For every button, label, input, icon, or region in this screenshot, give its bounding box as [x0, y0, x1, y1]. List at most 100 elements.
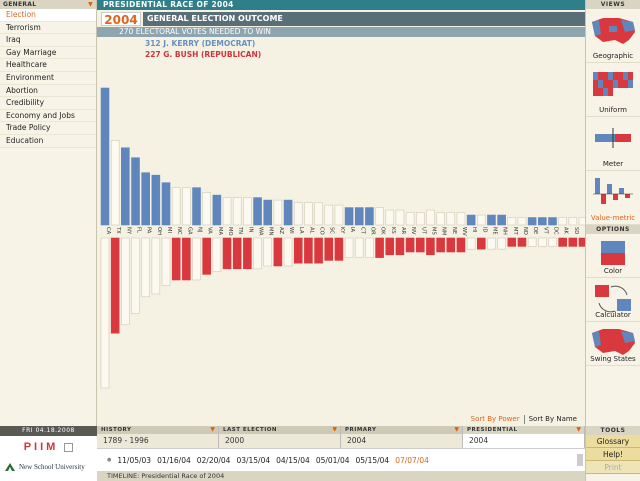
- sort-by-name-link[interactable]: Sort By Name: [528, 415, 577, 423]
- bar-ME-top[interactable]: [487, 214, 496, 226]
- bar-NH-top[interactable]: [497, 214, 506, 226]
- bar-GA-top[interactable]: [182, 187, 191, 226]
- chevron-down-icon[interactable]: ▼: [88, 1, 93, 8]
- bar-OR-bottom[interactable]: [365, 237, 374, 258]
- bar-KY-top[interactable]: [334, 204, 344, 226]
- tab-last-election[interactable]: LAST ELECTION 2000 ▼: [219, 426, 341, 448]
- bar-NY-top[interactable]: [121, 147, 130, 226]
- bar-ME-bottom[interactable]: [487, 237, 496, 250]
- bar-DC-bottom[interactable]: [548, 237, 557, 247]
- bar-NV-top[interactable]: [405, 212, 415, 226]
- issue-item-environment[interactable]: Environment: [0, 72, 96, 85]
- bar-KS-bottom[interactable]: [385, 237, 395, 256]
- view-value-metric[interactable]: Value-metric: [586, 171, 640, 225]
- bar-AR-top[interactable]: [395, 209, 405, 226]
- view-color[interactable]: Color: [586, 234, 640, 278]
- bar-AL-bottom[interactable]: [304, 237, 313, 264]
- bar-WI-bottom[interactable]: [283, 237, 293, 267]
- bar-UT-bottom[interactable]: [415, 237, 425, 253]
- bar-VA-bottom[interactable]: [202, 237, 211, 275]
- bar-CO-bottom[interactable]: [314, 237, 323, 264]
- view-swing-states[interactable]: Swing States: [586, 322, 640, 366]
- bar-ID-top[interactable]: [476, 214, 486, 226]
- bar-NC-top[interactable]: [171, 187, 181, 226]
- bar-NC-bottom[interactable]: [171, 237, 181, 281]
- view-geographic[interactable]: Geographic: [586, 9, 640, 63]
- bar-DE-top[interactable]: [527, 217, 537, 226]
- bar-HI-bottom[interactable]: [466, 237, 476, 250]
- bar-NJ-bottom[interactable]: [192, 237, 201, 281]
- bar-WV-bottom[interactable]: [456, 237, 466, 253]
- bar-MT-top[interactable]: [507, 217, 517, 226]
- bar-MI-top[interactable]: [161, 182, 171, 226]
- bar-KS-top[interactable]: [385, 209, 395, 226]
- bar-MO-bottom[interactable]: [222, 237, 232, 270]
- issue-item-education[interactable]: Education: [0, 135, 96, 148]
- issue-item-credibility[interactable]: Credibility: [0, 97, 96, 110]
- bar-OR-top[interactable]: [365, 207, 374, 226]
- bar-NE-top[interactable]: [446, 212, 456, 226]
- bar-WY-top[interactable]: [578, 217, 585, 226]
- bar-KY-bottom[interactable]: [334, 237, 344, 261]
- bar-SD-top[interactable]: [568, 217, 578, 226]
- bar-VT-top[interactable]: [538, 217, 547, 226]
- issue-item-abortion[interactable]: Abortion: [0, 85, 96, 98]
- bar-WV-top[interactable]: [456, 212, 466, 226]
- bar-NY-bottom[interactable]: [121, 237, 130, 326]
- issue-item-healthcare[interactable]: Healthcare: [0, 59, 96, 72]
- bar-AZ-bottom[interactable]: [273, 237, 283, 267]
- bar-WA-top[interactable]: [253, 197, 262, 226]
- chevron-down-icon[interactable]: ▼: [576, 426, 581, 433]
- bar-MI-bottom[interactable]: [161, 237, 171, 286]
- bar-AK-bottom[interactable]: [558, 237, 567, 247]
- bar-OH-top[interactable]: [151, 174, 161, 226]
- bar-TX-bottom[interactable]: [110, 237, 120, 334]
- bar-AL-top[interactable]: [304, 202, 313, 226]
- bar-PA-top[interactable]: [141, 172, 150, 226]
- issue-item-trade-policy[interactable]: Trade Policy: [0, 122, 96, 135]
- date-item[interactable]: 04/15/04: [276, 455, 310, 465]
- bar-TN-top[interactable]: [232, 197, 242, 226]
- scroll-handle[interactable]: [577, 454, 583, 466]
- date-item[interactable]: 01/16/04: [157, 455, 191, 465]
- tool-print[interactable]: Print: [586, 461, 640, 474]
- bar-AK-top[interactable]: [558, 217, 567, 226]
- bar-WY-bottom[interactable]: [578, 237, 585, 247]
- bar-VT-bottom[interactable]: [538, 237, 547, 247]
- issue-item-gay-marriage[interactable]: Gay Marriage: [0, 47, 96, 60]
- bar-IN-bottom[interactable]: [243, 237, 252, 270]
- bar-CT-top[interactable]: [354, 207, 364, 226]
- issue-item-iraq[interactable]: Iraq: [0, 34, 96, 47]
- bar-IN-top[interactable]: [243, 197, 252, 226]
- bar-CO-top[interactable]: [314, 202, 323, 226]
- bar-MT-bottom[interactable]: [507, 237, 517, 247]
- bar-AZ-top[interactable]: [273, 199, 283, 226]
- bar-TX-top[interactable]: [110, 140, 120, 226]
- chevron-down-icon[interactable]: ▼: [210, 426, 215, 433]
- bar-NV-bottom[interactable]: [405, 237, 415, 253]
- issue-item-terrorism[interactable]: Terrorism: [0, 22, 96, 35]
- bar-PA-bottom[interactable]: [141, 237, 150, 298]
- bar-LA-top[interactable]: [293, 202, 303, 226]
- bar-MS-top[interactable]: [426, 209, 435, 226]
- bar-ND-top[interactable]: [517, 217, 527, 226]
- tool-help[interactable]: Help!: [586, 448, 640, 461]
- chevron-down-icon[interactable]: ▼: [454, 426, 459, 433]
- bar-OK-top[interactable]: [375, 207, 384, 226]
- view-meter[interactable]: Meter: [586, 117, 640, 171]
- bar-WI-top[interactable]: [283, 199, 293, 226]
- bar-MN-bottom[interactable]: [263, 237, 273, 267]
- bar-TN-bottom[interactable]: [232, 237, 242, 270]
- bar-NJ-top[interactable]: [192, 187, 201, 226]
- date-item[interactable]: 11/05/03: [117, 455, 152, 465]
- date-item[interactable]: 02/20/04: [196, 455, 231, 465]
- bar-AR-bottom[interactable]: [395, 237, 405, 256]
- bar-UT-top[interactable]: [415, 212, 425, 226]
- bar-MA-top[interactable]: [212, 194, 222, 226]
- bar-NH-bottom[interactable]: [497, 237, 506, 250]
- bar-OH-bottom[interactable]: [151, 237, 161, 295]
- view-calculator[interactable]: Calculator: [586, 278, 640, 322]
- bar-IA-top[interactable]: [344, 207, 354, 226]
- tab-presidential[interactable]: PRESIDENTIAL 2004 ▼: [463, 426, 585, 448]
- bar-MA-bottom[interactable]: [212, 237, 222, 272]
